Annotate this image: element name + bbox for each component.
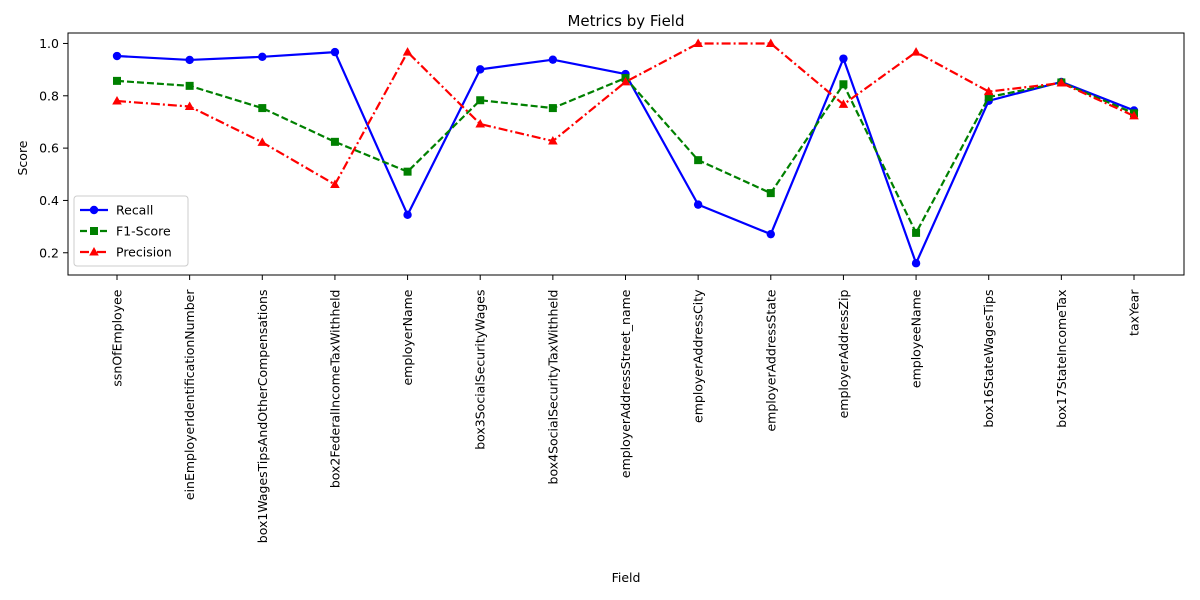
data-point bbox=[620, 76, 631, 86]
legend-label-recall: Recall bbox=[116, 203, 153, 218]
legend-marker-precision bbox=[89, 247, 99, 256]
y-tick-label: 0.8 bbox=[39, 88, 59, 103]
series-line-f1-score bbox=[116, 76, 1135, 234]
legend: Recall F1-Score Precision bbox=[73, 195, 189, 267]
data-point bbox=[475, 119, 486, 128]
x-tick-label: employeeName bbox=[909, 289, 924, 388]
x-tick-label: employerAddressState bbox=[763, 289, 778, 431]
data-point bbox=[983, 86, 994, 96]
data-point bbox=[476, 96, 485, 105]
x-tick-label: box2FederalIncomeTaxWithheld bbox=[327, 290, 342, 489]
data-point bbox=[1056, 77, 1067, 87]
legend-label-precision: Precision bbox=[116, 245, 172, 260]
legend-marker-recall bbox=[89, 205, 99, 215]
data-point bbox=[185, 81, 194, 90]
x-axis-title: Field bbox=[612, 570, 641, 585]
data-point bbox=[330, 137, 339, 146]
data-point bbox=[402, 47, 413, 56]
series-line-precision bbox=[116, 42, 1135, 186]
x-tick-label: employerAddressZip bbox=[836, 289, 851, 418]
x-tick-label: box17StateIncomeTax bbox=[1054, 290, 1069, 428]
data-point bbox=[912, 228, 921, 237]
data-point bbox=[911, 259, 921, 268]
data-point bbox=[694, 156, 703, 165]
data-point bbox=[765, 38, 776, 47]
series-precision bbox=[112, 38, 1139, 188]
data-point bbox=[113, 76, 121, 85]
x-tick-label: employerAddressStreet_name bbox=[618, 289, 633, 478]
data-point bbox=[548, 104, 557, 113]
x-tick-label: box16StateWagesTips bbox=[981, 290, 996, 428]
x-tick-label: taxYear bbox=[1127, 289, 1142, 336]
legend-marker-f1-score bbox=[90, 227, 98, 235]
x-tick-label: box1WagesTipsAndOtherCompensations bbox=[255, 290, 270, 544]
data-point bbox=[911, 47, 921, 56]
data-point bbox=[330, 179, 340, 188]
data-point bbox=[838, 99, 849, 108]
data-point bbox=[258, 52, 267, 62]
y-tick-label: 1.0 bbox=[39, 36, 59, 51]
data-point bbox=[403, 210, 412, 220]
legend-label-f1-score: F1-Score bbox=[116, 224, 171, 239]
data-point bbox=[403, 167, 412, 176]
plot-frame bbox=[67, 32, 1185, 276]
y-tick-label: 0.4 bbox=[39, 193, 59, 208]
y-tick-label: 0.2 bbox=[39, 245, 59, 260]
data-point bbox=[185, 55, 194, 65]
x-tick-label: einEmployerIdentificationNumber bbox=[182, 289, 197, 500]
legend-box bbox=[73, 195, 189, 267]
chart-title: Metrics by Field bbox=[567, 12, 684, 30]
data-point bbox=[112, 96, 122, 105]
data-point bbox=[839, 54, 848, 63]
x-tick-label: employerAddressCity bbox=[691, 289, 706, 423]
x-tick-label: box4SocialSecurityTaxWithheld bbox=[545, 290, 560, 485]
data-point bbox=[258, 104, 267, 113]
data-point bbox=[257, 137, 268, 146]
plot-area: 0.2 0.4 0.6 0.8 1.0 ssnOfEmployee einEmployerI… bbox=[39, 32, 1185, 544]
data-point bbox=[984, 93, 993, 102]
data-point bbox=[766, 229, 775, 239]
y-tick-label: 0.6 bbox=[39, 141, 59, 156]
data-point bbox=[693, 200, 703, 209]
data-point bbox=[548, 55, 558, 64]
x-tick-label: employerName bbox=[400, 289, 415, 385]
x-tick-label: box3SocialSecurityWages bbox=[473, 290, 488, 450]
series-f1-score bbox=[113, 73, 1138, 237]
data-point bbox=[476, 65, 485, 74]
x-tick-label: ssnOfEmployee bbox=[110, 289, 125, 386]
data-point bbox=[693, 38, 703, 47]
data-point bbox=[330, 47, 340, 57]
y-axis-title: Score bbox=[15, 140, 30, 175]
data-point bbox=[184, 101, 195, 111]
data-point bbox=[839, 80, 848, 89]
data-point bbox=[1129, 110, 1139, 120]
data-point bbox=[112, 51, 122, 61]
data-point bbox=[766, 189, 775, 198]
data-point bbox=[548, 136, 558, 145]
